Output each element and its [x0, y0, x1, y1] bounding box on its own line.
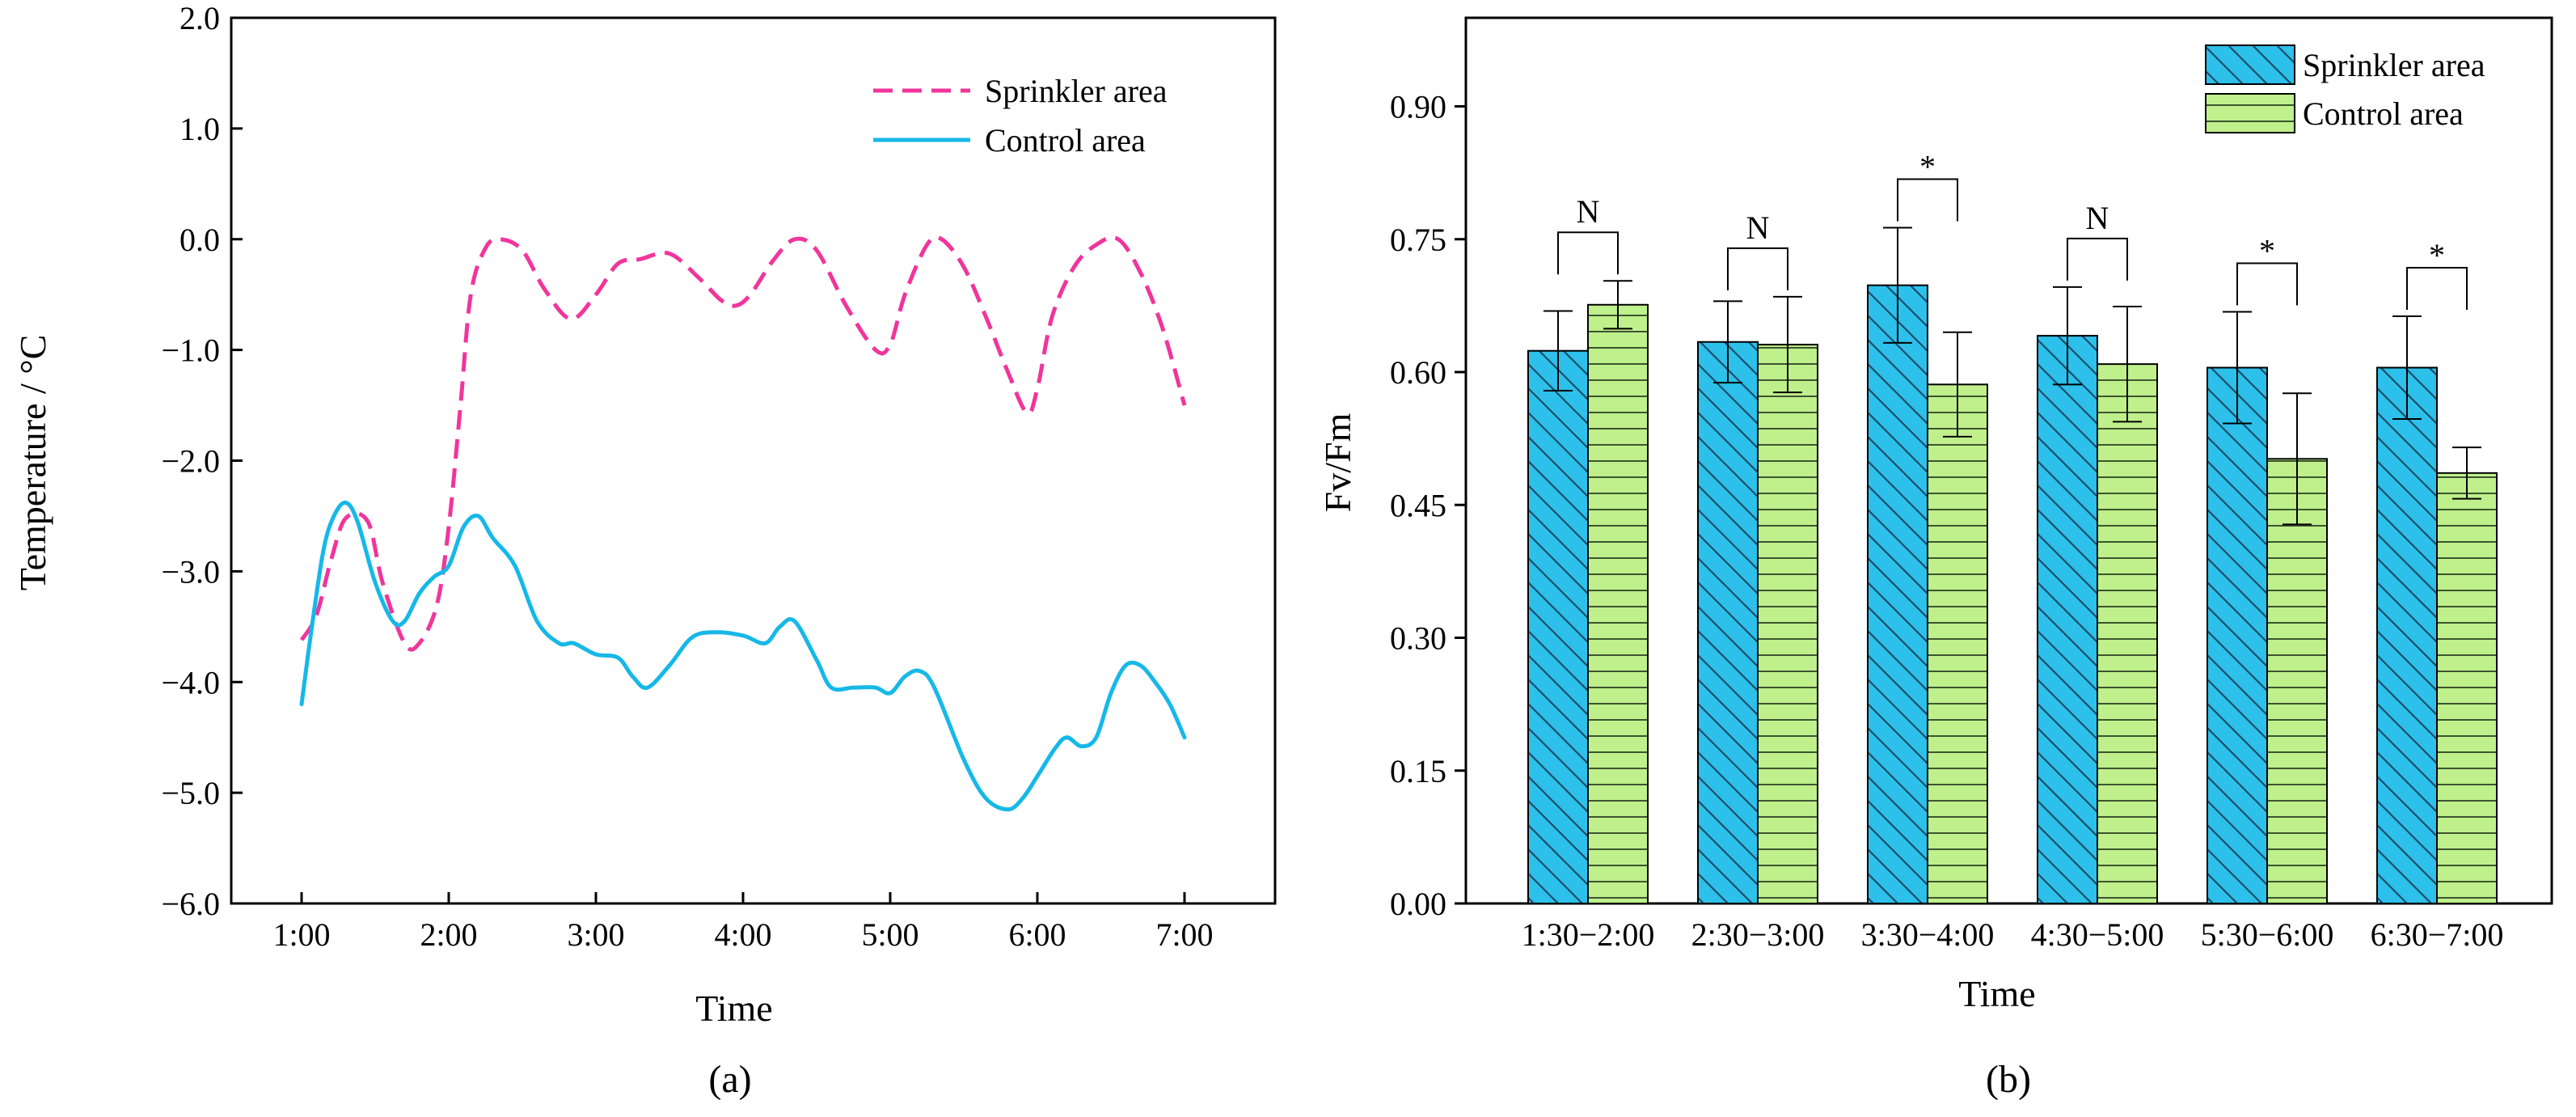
legend-label-sprinkler-b: Sprinkler area	[2303, 47, 2485, 83]
a-y-tick-label: −1.0	[161, 332, 220, 369]
error-bar	[1603, 280, 1632, 330]
sprinkler-area-line	[299, 235, 1187, 652]
b-x-tick-label: 5:30−6:00	[2201, 916, 2334, 953]
legend-label-sprinkler: Sprinkler area	[985, 73, 1168, 109]
sprinkler-bar-5	[2206, 366, 2268, 904]
a-x-tick-label: 5:00	[861, 916, 918, 953]
a-y-tick-label: −6.0	[161, 886, 220, 922]
significance-mark: *	[2429, 237, 2445, 273]
a-x-tick-label: 6:00	[1008, 916, 1066, 953]
b-y-tick-label: 0.30	[1390, 620, 1446, 657]
significance-mark: N	[1577, 193, 1600, 230]
significance-mark: *	[2259, 233, 2275, 269]
significance-bracket: N	[2067, 200, 2128, 281]
error-bar	[2223, 311, 2252, 425]
b-x-tick-label: 4:30−5:00	[2031, 916, 2164, 953]
legend-label-control-b: Control area	[2303, 95, 2464, 132]
significance-mark: *	[1919, 149, 1936, 185]
sprinkler-bar-6	[2376, 366, 2438, 904]
a-y-tick-label: 2.0	[179, 0, 220, 36]
legend-swatch-sprinkler	[2205, 44, 2295, 85]
error-bar	[2452, 446, 2481, 500]
panel-a-label: (a)	[708, 1058, 751, 1101]
b-x-tick-label: 6:30−7:00	[2371, 916, 2504, 953]
panel-a-x-ticks: 1:00 2:00 3:00 4:00 5:00 6:00 7:00	[272, 892, 1214, 953]
significance-bracket: *	[1897, 149, 1958, 222]
a-y-tick-label: −3.0	[161, 553, 220, 590]
b-y-tick-label: 0.60	[1390, 354, 1446, 391]
panel-a: −6.0 −5.0 −4.0 −3.0 −2.0 −1.0 0.0 1.0 2.0 1:00 2:…	[12, 0, 1277, 1101]
error-bar	[1713, 300, 1742, 384]
a-x-tick-label: 4:00	[714, 916, 771, 953]
significance-mark: N	[2086, 200, 2109, 236]
error-bar	[2392, 315, 2422, 421]
legend-label-control: Control area	[985, 122, 1146, 159]
significance-bracket: N	[1557, 193, 1619, 275]
panel-a-x-axis-title: Time	[695, 988, 772, 1029]
a-x-tick-label: 3:00	[567, 916, 624, 953]
panel-b-y-ticks: 0.00 0.15 0.30 0.45 0.60 0.75 0.90	[1390, 89, 1466, 922]
a-x-tick-label: 1:00	[272, 916, 330, 953]
significance-bracket: *	[2236, 233, 2298, 306]
sprinkler-bar-3	[1867, 284, 1928, 904]
control-bar-1	[1587, 303, 1649, 904]
error-bar	[2053, 286, 2082, 386]
error-bar	[2283, 392, 2312, 526]
panel-b-legend: Sprinkler area Control area	[2205, 44, 2485, 133]
a-y-tick-label: −4.0	[161, 664, 220, 700]
control-bar-4	[2097, 363, 2158, 904]
error-bar	[1543, 310, 1573, 391]
control-bar-5	[2266, 458, 2328, 904]
panel-b-frame	[1464, 16, 2553, 905]
b-y-tick-label: 0.90	[1390, 89, 1446, 125]
b-y-tick-label: 0.75	[1390, 222, 1446, 258]
panel-a-y-ticks: −6.0 −5.0 −4.0 −3.0 −2.0 −1.0 0.0 1.0 2.0	[161, 0, 243, 922]
error-bar	[2113, 305, 2142, 423]
significance-mark: N	[1746, 209, 1770, 246]
control-bar-2	[1757, 344, 1818, 904]
error-bar	[1883, 226, 1912, 344]
a-x-tick-label: 7:00	[1155, 916, 1213, 953]
significance-bracket: N	[1727, 209, 1788, 290]
b-x-tick-label: 3:30−4:00	[1861, 916, 1995, 953]
a-y-tick-label: 0.0	[179, 222, 220, 258]
b-x-tick-label: 1:30−2:00	[1522, 916, 1655, 953]
b-y-tick-label: 0.45	[1390, 487, 1446, 523]
b-y-tick-label: 0.00	[1390, 886, 1446, 922]
b-y-tick-label: 0.15	[1390, 753, 1446, 789]
significance-bracket: *	[2406, 237, 2468, 311]
panel-b-y-axis-title: Fv/Fm	[1317, 413, 1358, 512]
control-bar-6	[2436, 472, 2498, 904]
a-y-tick-label: −2.0	[161, 443, 220, 480]
sprinkler-bar-1	[1527, 349, 1589, 905]
error-bar	[1943, 331, 1972, 438]
panel-b-x-axis-title: Time	[1958, 973, 2035, 1014]
a-y-tick-label: −5.0	[161, 775, 220, 811]
panel-a-series	[299, 235, 1187, 812]
control-area-line	[299, 500, 1187, 812]
error-bar	[1773, 295, 1802, 394]
sprinkler-bar-4	[2037, 335, 2098, 905]
b-x-tick-label: 2:30−3:00	[1691, 916, 1825, 953]
sprinkler-bar-2	[1697, 341, 1759, 904]
panel-a-y-axis-title: Temperature / °C	[12, 335, 53, 591]
a-x-tick-label: 2:00	[420, 916, 477, 953]
legend-swatch-control	[2205, 93, 2295, 133]
panel-b-label: (b)	[1986, 1058, 2031, 1101]
control-bar-3	[1927, 383, 1988, 904]
panel-b-bars: 1:30−2:00 N 2:30−3:00 N 3:30−4:00 * 4:30−5:00 N…	[1522, 149, 2504, 953]
panel-b: 0.00 0.15 0.30 0.45 0.60 0.75 0.90 1:30−2:00 N 2…	[1317, 16, 2553, 1101]
a-y-tick-label: 1.0	[179, 111, 220, 147]
panel-a-legend: Sprinkler area Control area	[873, 73, 1168, 159]
